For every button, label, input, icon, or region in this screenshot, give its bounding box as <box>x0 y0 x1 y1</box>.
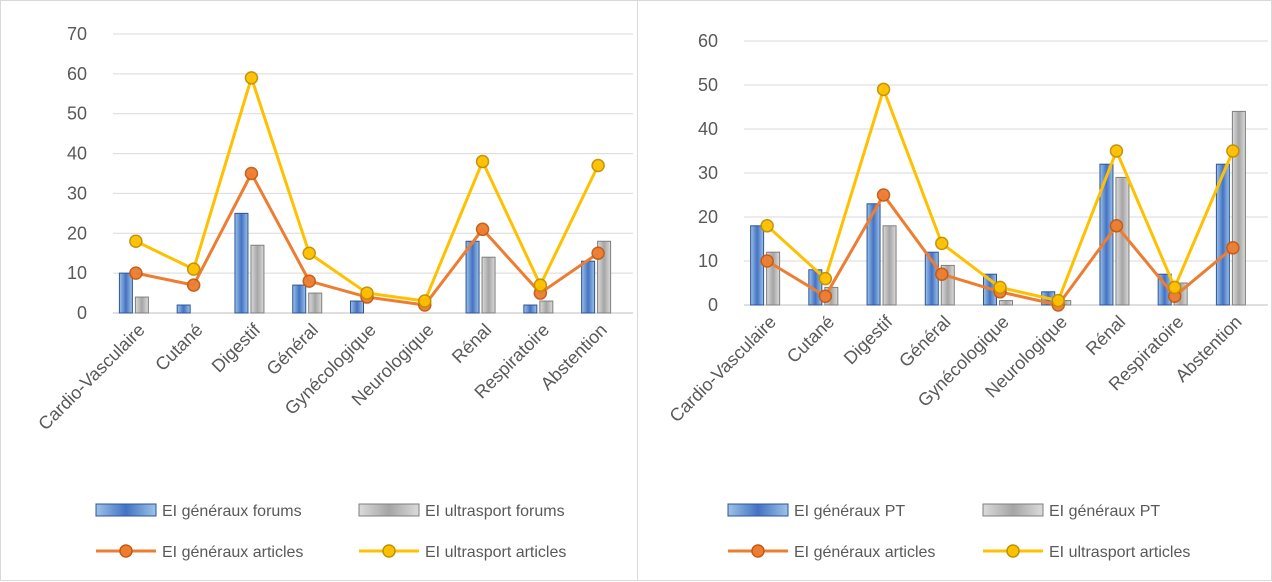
point-ei-generaux-articles-cardio-vasculaire <box>129 266 143 280</box>
bar-ei-ultrasport-forums-digestif <box>250 244 265 314</box>
x-tick-label-digestif: Digestif <box>208 319 265 376</box>
y-tick-label: 60 <box>698 31 718 51</box>
point-ei-generaux-articles-cutane <box>818 289 833 303</box>
x-tick-label-cardio-vasculaire: Cardio-Vasculaire <box>34 320 148 434</box>
y-tick-label: 20 <box>698 207 718 227</box>
legend-label-ei-ultrasport-articles: EI ultrasport articles <box>1049 544 1190 561</box>
legend-marker-ei-ultrasport-articles <box>382 544 396 558</box>
y-tick-label: 40 <box>67 144 87 164</box>
point-ei-ultrasport-articles-neurologique <box>1051 293 1065 308</box>
point-ei-generaux-articles-digestif <box>244 166 259 181</box>
bar-ei-generaux-forums-gynecologique <box>350 300 364 314</box>
legend-marker-ei-ultrasport-articles <box>1006 544 1020 558</box>
bar-ei-generaux-pt-renal <box>1115 176 1130 306</box>
y-tick-label: 60 <box>67 64 87 84</box>
point-ei-ultrasport-articles-respiratoire <box>1167 280 1182 295</box>
x-tick-label-general: Général <box>263 320 322 379</box>
bar-ei-ultrasport-forums-renal <box>481 256 496 314</box>
bar-ei-generaux-forums-respiratoire <box>523 304 538 314</box>
point-ei-ultrasport-articles-cutane <box>186 262 201 276</box>
point-ei-ultrasport-articles-abstention <box>591 158 605 173</box>
y-tick-label: 50 <box>698 75 718 95</box>
point-ei-ultrasport-articles-respiratoire <box>533 278 548 292</box>
y-tick-label: 40 <box>698 119 718 139</box>
bar-ei-generaux-pt-renal <box>1099 163 1114 306</box>
point-ei-ultrasport-articles-general <box>302 246 316 260</box>
legend-label-ei-ultrasport-articles: EI ultrasport articles <box>425 544 566 561</box>
x-tick-label-cardio-vasculaire: Cardio-Vasculaire <box>666 312 780 426</box>
y-tick-label: 30 <box>698 163 718 183</box>
x-tick-label-renal: Rénal <box>1082 312 1129 359</box>
y-tick-label: 50 <box>67 104 87 124</box>
bar-ei-generaux-forums-renal <box>465 240 480 314</box>
y-tick-label: 30 <box>67 183 87 203</box>
chart-panel-left: 0 10 20 30 40 50 60 70 Cardio-Vasculaire Cutané Di… <box>0 0 638 581</box>
point-ei-ultrasport-articles-digestif <box>244 71 259 85</box>
y-tick-label: 0 <box>77 303 87 323</box>
y-tick-label: 10 <box>698 251 718 271</box>
point-ei-ultrasport-articles-general <box>935 236 949 251</box>
legend-label-ei-generaux-forums: EI généraux forums <box>162 503 302 520</box>
bar-ei-generaux-pt-abstention <box>1215 163 1230 306</box>
legend-label-ei-generaux-pt: EI généraux PT <box>1049 503 1160 520</box>
line-ei-ultrasport-articles <box>135 76 600 303</box>
legend-swatch-ei-ultrasport-forums <box>358 503 420 517</box>
bar-ei-generaux-pt-abstention <box>1231 110 1246 306</box>
legend-swatch-ei-generaux-pt <box>727 503 789 517</box>
bar-ei-generaux-forums-digestif <box>234 212 249 314</box>
bar-ei-ultrasport-forums-cardio-vasculaire <box>134 296 149 314</box>
bar-ei-generaux-pt-cardio-vasculaire <box>750 225 765 306</box>
legend-swatch-ei-generaux-pt <box>982 503 1044 517</box>
chart-left-svg: 0 10 20 30 40 50 60 70 Cardio-Vasculaire Cutané Di… <box>34 24 633 561</box>
point-ei-generaux-articles-cutane <box>186 278 201 292</box>
point-ei-ultrasport-articles-renal <box>1109 144 1124 158</box>
point-ei-generaux-articles-cardio-vasculaire <box>760 254 774 268</box>
bar-ei-generaux-forums-abstention <box>581 260 596 314</box>
legend-marker-ei-generaux-articles <box>119 544 133 558</box>
point-ei-ultrasport-articles-digestif <box>876 82 891 97</box>
bar-ei-generaux-pt-digestif <box>882 225 897 306</box>
chart-right-svg: 0 10 20 30 40 50 60 Cardio-Vasculaire Cutané Dige… <box>666 31 1268 561</box>
bar-ei-ultrasport-forums-respiratoire <box>539 300 554 314</box>
legend-label-ei-generaux-articles: EI généraux articles <box>794 544 935 561</box>
bar-ei-ultrasport-forums-general <box>308 292 323 314</box>
x-tick-label-renal: Rénal <box>448 320 495 367</box>
point-ei-ultrasport-articles-abstention <box>1226 144 1240 158</box>
point-ei-ultrasport-articles-cardio-vasculaire <box>760 219 774 233</box>
legend-marker-ei-generaux-articles <box>751 544 765 558</box>
point-ei-ultrasport-articles-neurologique <box>418 294 432 308</box>
chart-panel-right: 0 10 20 30 40 50 60 Cardio-Vasculaire Cutané Dige… <box>637 0 1272 581</box>
point-ei-ultrasport-articles-renal <box>475 154 490 169</box>
x-tick-label-general: Général <box>895 312 954 371</box>
point-ei-generaux-articles-digestif <box>876 188 891 202</box>
x-tick-label-cutane: Cutané <box>783 312 838 367</box>
point-ei-generaux-articles-renal <box>475 222 490 237</box>
legend-label-ei-generaux-pt: EI généraux PT <box>794 503 905 520</box>
legend-label-ei-ultrasport-forums: EI ultrasport forums <box>425 503 565 520</box>
bar-ei-generaux-pt-digestif <box>866 203 881 306</box>
point-ei-ultrasport-articles-cutane <box>818 271 833 286</box>
point-ei-generaux-articles-general <box>935 267 949 281</box>
bar-ei-generaux-forums-general <box>292 284 307 314</box>
bar-ei-generaux-pt-gynecologique <box>999 300 1013 306</box>
bar-ei-generaux-forums-cardio-vasculaire <box>118 272 133 314</box>
point-ei-generaux-articles-abstention <box>1226 241 1240 255</box>
bar-ei-generaux-forums-cutane <box>176 304 191 314</box>
point-ei-ultrasport-articles-gynecologique <box>360 286 374 300</box>
point-ei-generaux-articles-general <box>302 274 316 288</box>
point-ei-generaux-articles-renal <box>1109 219 1124 233</box>
y-tick-label: 0 <box>708 295 718 315</box>
legend-swatch-ei-generaux-forums <box>95 503 157 517</box>
line-ei-ultrasport-articles <box>766 87 1235 303</box>
x-tick-label-cutane: Cutané <box>151 320 206 375</box>
y-tick-label: 10 <box>67 263 87 283</box>
y-tick-label: 20 <box>67 223 87 243</box>
point-ei-ultrasport-articles-cardio-vasculaire <box>129 234 143 249</box>
point-ei-ultrasport-articles-gynecologique <box>993 280 1007 295</box>
legend-label-ei-generaux-articles: EI généraux articles <box>162 544 303 561</box>
y-tick-label: 70 <box>67 24 87 44</box>
point-ei-generaux-articles-abstention <box>591 246 605 260</box>
x-tick-label-digestif: Digestif <box>840 311 897 368</box>
